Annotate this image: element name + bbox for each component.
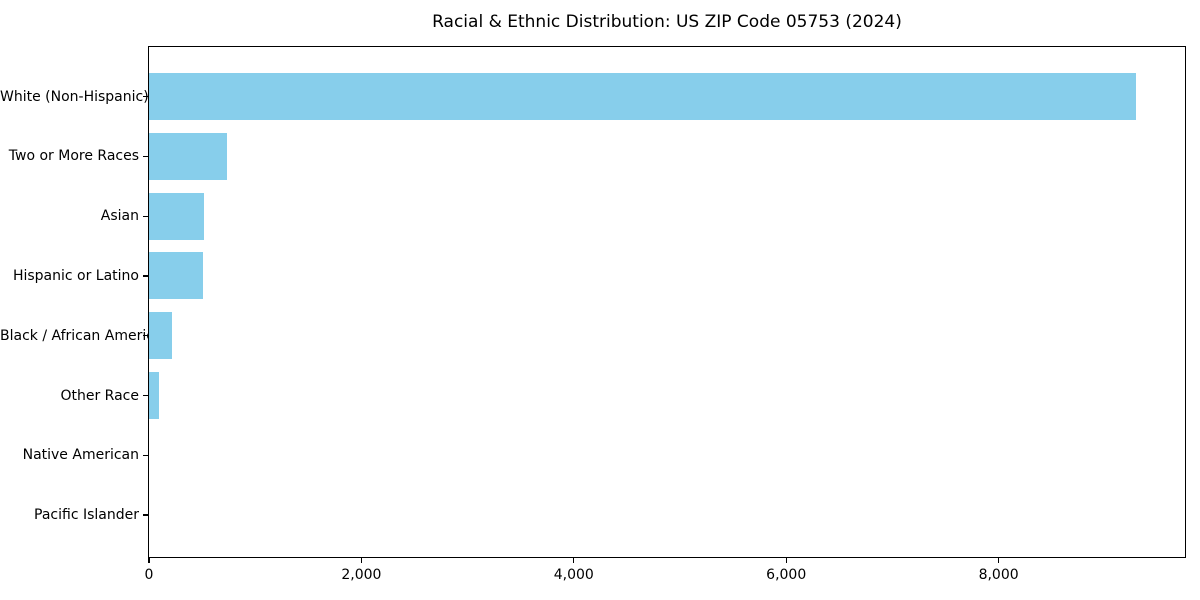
y-tick-mark: [143, 96, 148, 98]
bar: [149, 252, 203, 300]
x-tick-label: 6,000: [766, 567, 807, 583]
y-tick-mark: [143, 335, 148, 337]
x-tick-mark: [785, 558, 787, 563]
category-label: Hispanic or Latino: [12, 267, 139, 284]
category-label: Black / African American: [0, 327, 172, 344]
x-tick-label: 4,000: [553, 567, 594, 583]
bar: [149, 132, 227, 180]
category-label: White (Non-Hispanic): [0, 88, 149, 105]
y-tick-mark: [143, 454, 148, 456]
x-tick-mark: [997, 558, 1000, 563]
x-tick-mark: [573, 558, 575, 563]
y-tick-mark: [143, 275, 148, 277]
x-tick-mark: [148, 558, 150, 563]
x-tick-label: 8,000: [978, 567, 1019, 583]
chart-title: Racial & Ethnic Distribution: US ZIP Cod…: [432, 12, 902, 32]
y-tick-mark: [143, 215, 148, 217]
bar: [149, 312, 172, 360]
x-tick-label: 2,000: [341, 567, 382, 583]
category-label: Asian: [100, 208, 139, 225]
y-tick-mark: [143, 514, 148, 516]
y-tick-mark: [143, 155, 148, 158]
x-tick-label: 0: [144, 567, 154, 583]
plot-area: [148, 46, 1186, 558]
category-label: Other Race: [60, 387, 139, 404]
y-tick-mark: [143, 394, 148, 397]
x-tick-mark: [360, 558, 363, 563]
bar: [149, 73, 1136, 121]
category-label: Pacific Islander: [34, 507, 139, 524]
category-label: Native American: [22, 447, 139, 464]
category-label: Two or More Races: [8, 148, 139, 165]
bar: [149, 192, 204, 240]
bar: [149, 372, 159, 419]
